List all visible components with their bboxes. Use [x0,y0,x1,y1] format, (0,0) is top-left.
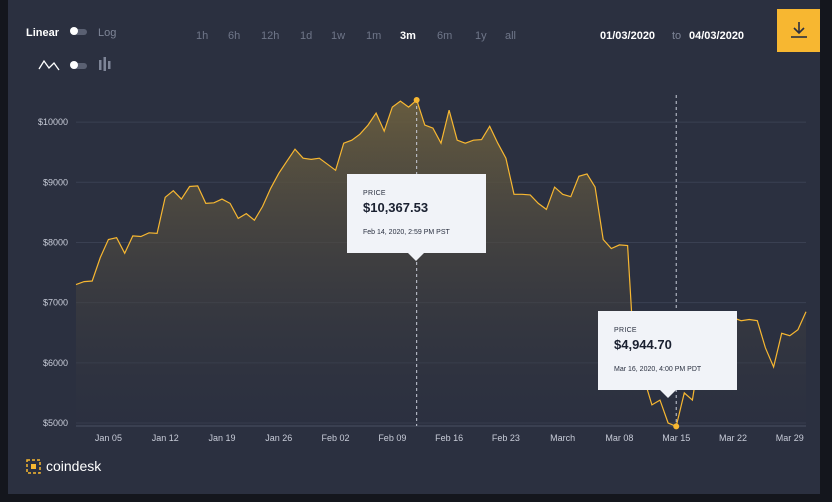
tooltip-low-timestamp: Mar 16, 2020, 4:00 PM PDT [614,366,702,373]
scale-toggle[interactable] [70,27,87,35]
tooltip-high-value: $10,367.53 [363,200,429,215]
scale-linear-label[interactable]: Linear [26,27,60,39]
y-tick-label: $5000 [43,418,68,428]
y-tick-label: $9000 [43,177,68,187]
chart-toolbar: Linear Log 1h 6h 12h 1d 1w 1m 3m 6m 1y a… [8,0,820,80]
download-button[interactable] [777,9,820,52]
x-tick-label: Jan 26 [265,433,292,443]
scale-toggle-knob [70,27,78,35]
range-6h-button[interactable]: 6h [228,30,241,42]
tooltip-high-timestamp: Feb 14, 2020, 2:59 PM PST [363,229,450,236]
tooltip-low-pointer [660,390,676,398]
line-chart-icon[interactable] [38,58,60,72]
y-tick-label: $10000 [38,117,68,127]
x-tick-label: Jan 12 [152,433,179,443]
price-line [75,98,807,428]
date-from[interactable]: 01/03/2020 [600,30,656,42]
price-tooltip-high: PRICE $10,367.53 Feb 14, 2020, 2:59 PM P… [347,174,486,261]
tooltip-high-label: PRICE [363,190,386,197]
x-tick-label: Feb 23 [492,433,520,443]
x-tick-label: Mar 15 [662,433,690,443]
scale-log-label[interactable]: Log [98,27,117,39]
x-tick-label: Jan 05 [95,433,122,443]
x-tick-label: Mar 22 [719,433,747,443]
price-tooltip-low: PRICE $4,944.70 Mar 16, 2020, 4:00 PM PD… [598,311,737,398]
y-tick-label: $6000 [43,358,68,368]
tooltip-high-pointer [408,253,424,261]
range-1w-button[interactable]: 1w [331,30,346,42]
x-tick-label: Mar 29 [776,433,804,443]
x-tick-label: Feb 09 [378,433,406,443]
range-1d-button[interactable]: 1d [300,30,313,42]
candlestick-icon[interactable] [98,57,112,72]
x-tick-label: Jan 19 [208,433,235,443]
range-1y-button[interactable]: 1y [475,30,487,42]
range-1h-button[interactable]: 1h [196,30,209,42]
x-tick-label: March [550,433,575,443]
range-12h-button[interactable]: 12h [261,30,280,42]
range-3m-button[interactable]: 3m [400,30,416,42]
x-tick-label: Feb 16 [435,433,463,443]
chart-card: Linear Log 1h 6h 12h 1d 1w 1m 3m 6m 1y a… [8,0,820,494]
tooltip-low-label: PRICE [614,327,637,334]
date-to[interactable]: 04/03/2020 [689,30,745,42]
coindesk-logo-icon [26,459,41,474]
annotation-point [673,423,680,430]
range-1m-button[interactable]: 1m [366,30,382,42]
brand-name: coindesk [46,458,102,474]
date-separator: to [672,30,682,42]
chart-type-toggle-knob [70,61,78,69]
annotation-point [413,97,420,104]
range-6m-button[interactable]: 6m [437,30,453,42]
range-all-button[interactable]: all [505,30,517,42]
chart-type-toggle[interactable] [70,61,87,69]
y-tick-label: $8000 [43,237,68,247]
x-tick-label: Mar 08 [605,433,633,443]
download-icon [791,22,807,38]
y-tick-label: $7000 [43,298,68,308]
x-tick-label: Feb 02 [322,433,350,443]
tooltip-low-value: $4,944.70 [614,337,672,352]
